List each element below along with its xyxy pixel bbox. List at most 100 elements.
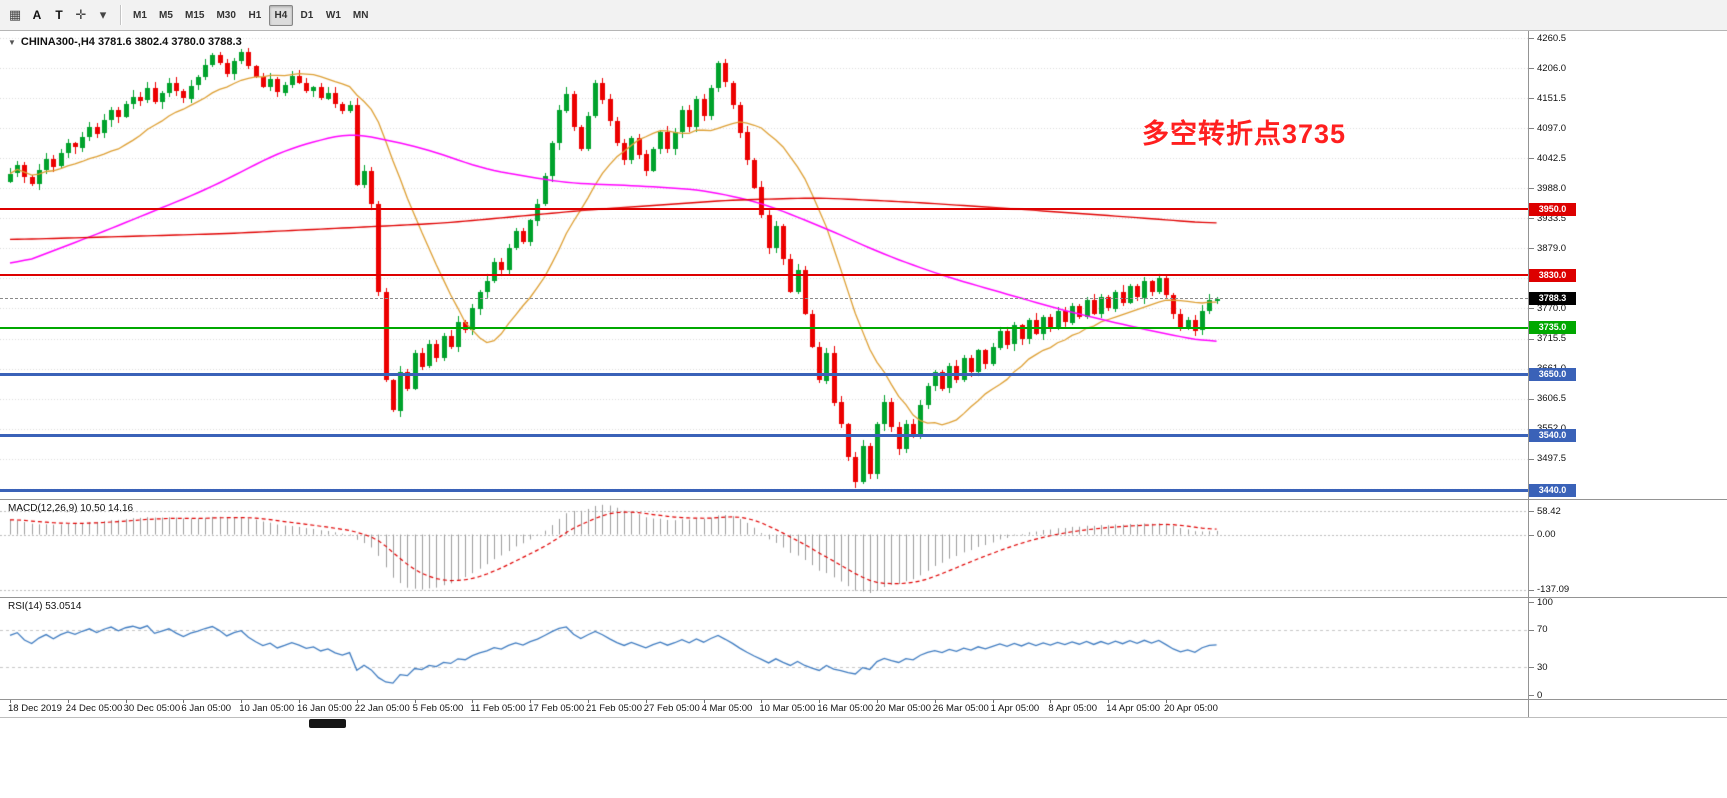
time-axis-label: 10 Mar 05:00: [759, 703, 816, 714]
price-badge-3735.0: 3735.0: [1529, 321, 1576, 335]
dropdown-caret-icon[interactable]: ▾: [99, 7, 107, 22]
current-price-badge: 3788.3: [1529, 291, 1576, 305]
timeframe-button-d1[interactable]: D1: [300, 9, 314, 21]
price-tick-label: 3988.0: [1537, 182, 1567, 194]
unknown-bottom-widget: [309, 719, 346, 728]
time-axis-tick: [645, 699, 647, 703]
time-axis-tick: [183, 699, 185, 703]
time-axis-label: 14 Apr 05:00: [1106, 703, 1161, 714]
macd-panel-canvas[interactable]: [0, 500, 1528, 597]
text-tool-icon[interactable]: T: [55, 8, 63, 22]
horizontal-line-3540.0[interactable]: [0, 433, 1528, 437]
time-axis-label: 1 Apr 05:00: [990, 703, 1040, 714]
price-badge-3830.0: 3830.0: [1529, 268, 1576, 282]
timeframe-button-mn[interactable]: MN: [352, 9, 369, 21]
timeframe-button-h1[interactable]: H1: [248, 9, 262, 21]
time-axis-label: 24 Dec 05:00: [65, 703, 123, 714]
time-axis-label: 22 Jan 05:00: [354, 703, 410, 714]
price-tick-label: 3606.5: [1537, 393, 1567, 405]
timeframe-buttons: M1 M5 M15 M30 H1 H4 D1 W1 MN: [127, 4, 374, 26]
timeframe-button-m15[interactable]: M15: [185, 9, 205, 21]
price-tick-mark: [1529, 38, 1534, 40]
time-axis-tick: [241, 699, 243, 703]
time-axis-tick: [472, 699, 474, 703]
price-tick-label: 3933.5: [1537, 212, 1567, 224]
price-tick-label: 4097.0: [1537, 122, 1567, 134]
rsi-scale-label: 30: [1537, 661, 1548, 673]
horizontal-line-3650.0[interactable]: [0, 373, 1528, 377]
horizontal-line-3440.0[interactable]: [0, 488, 1528, 492]
chart-dropdown-icon[interactable]: ▼: [8, 37, 16, 47]
toolbar: ▦ A T ✛ ▾ M1 M5 M15 M30 H1 H4 D1 W1 MN: [0, 0, 1727, 31]
price-tick-mark: [1529, 98, 1534, 100]
grid-icon[interactable]: ▦: [8, 7, 22, 22]
timeframe-button-m30[interactable]: M30: [216, 9, 236, 21]
price-tick-mark: [1529, 338, 1534, 340]
time-axis[interactable]: [0, 699, 1727, 717]
rsi-scale-tick: [1529, 667, 1534, 669]
price-tick-mark: [1529, 458, 1534, 460]
time-axis-label: 5 Feb 05:00: [412, 703, 464, 714]
price-tick-label: 3770.0: [1537, 302, 1567, 314]
rsi-scale-label: 100: [1537, 596, 1553, 608]
time-axis-tick: [877, 699, 878, 703]
price-tick-mark: [1529, 218, 1534, 220]
price-axis-divider: [1528, 31, 1529, 717]
time-axis-label: 10 Jan 05:00: [239, 703, 295, 714]
price-tick-label: 3497.5: [1537, 453, 1567, 465]
price-tick-label: 4042.5: [1537, 152, 1567, 164]
price-badge-3540.0: 3540.0: [1529, 428, 1576, 442]
chart-annotation-text[interactable]: 多空转折点3735: [1142, 119, 1347, 149]
timeframe-button-m1[interactable]: M1: [133, 9, 147, 21]
crosshair-icon[interactable]: ✛: [75, 7, 87, 22]
timeframe-button-m5[interactable]: M5: [159, 9, 173, 21]
time-axis-tick: [67, 699, 69, 703]
timeframe-button-h4[interactable]: H4: [268, 4, 293, 26]
time-axis-label: 26 Mar 05:00: [932, 703, 989, 714]
time-axis-label: 27 Feb 05:00: [643, 703, 700, 714]
time-axis-tick: [530, 699, 532, 703]
time-axis-label: 18 Dec 2019: [8, 703, 62, 714]
rsi-scale-tick: [1529, 695, 1534, 696]
toolbar-tools: ▦ A T ✛ ▾: [4, 4, 114, 26]
time-axis-tick: [761, 699, 763, 703]
time-axis-tick: [588, 699, 589, 703]
bid-price-line: [0, 298, 1528, 300]
macd-scale-tick: [1529, 534, 1534, 536]
price-tick-label: 3879.0: [1537, 242, 1567, 254]
price-tick-mark: [1529, 158, 1534, 160]
time-axis-tick: [299, 699, 300, 703]
price-tick-mark: [1529, 398, 1534, 400]
rsi-scale-label: 0: [1537, 689, 1543, 701]
panel-divider: [0, 597, 1727, 598]
macd-indicator-label: MACD(12,26,9) 10.50 14.16: [8, 503, 134, 514]
price-tick-mark: [1529, 188, 1534, 190]
price-tick-label: 4206.0: [1537, 62, 1567, 74]
horizontal-line-3830.0[interactable]: [0, 274, 1528, 277]
time-axis-tick: [703, 699, 705, 703]
price-tick-label: 3715.5: [1537, 333, 1567, 344]
time-axis-tick: [992, 699, 994, 703]
price-badge-3440.0: 3440.0: [1529, 483, 1576, 497]
panel-divider: [0, 717, 1727, 718]
rsi-scale-label: 70: [1537, 624, 1548, 636]
time-axis-label: 11 Feb 05:00: [470, 703, 526, 714]
time-axis-tick: [819, 699, 821, 703]
price-badge-3950.0: 3950.0: [1529, 202, 1576, 216]
price-tick-mark: [1529, 68, 1534, 70]
timeframe-button-w1[interactable]: W1: [325, 9, 341, 21]
price-tick-label: 4151.5: [1537, 92, 1567, 104]
time-axis-label: 20 Mar 05:00: [875, 703, 931, 714]
price-tick-mark: [1529, 128, 1534, 130]
text-cursor-icon[interactable]: A: [32, 8, 42, 22]
horizontal-line-3950.0[interactable]: [0, 208, 1528, 211]
time-axis-label: 6 Jan 05:00: [181, 703, 232, 714]
horizontal-line-3735.0[interactable]: [0, 326, 1528, 329]
rsi-panel-canvas[interactable]: [0, 598, 1528, 699]
time-axis-label: 4 Mar 05:00: [701, 703, 753, 714]
time-axis-label: 30 Dec 05:00: [123, 703, 181, 714]
candlestick-chart-canvas[interactable]: [0, 31, 1528, 499]
rsi-indicator-label: RSI(14) 53.0514: [8, 601, 82, 612]
time-axis-tick: [356, 699, 358, 703]
price-tick-mark: [1529, 248, 1534, 250]
